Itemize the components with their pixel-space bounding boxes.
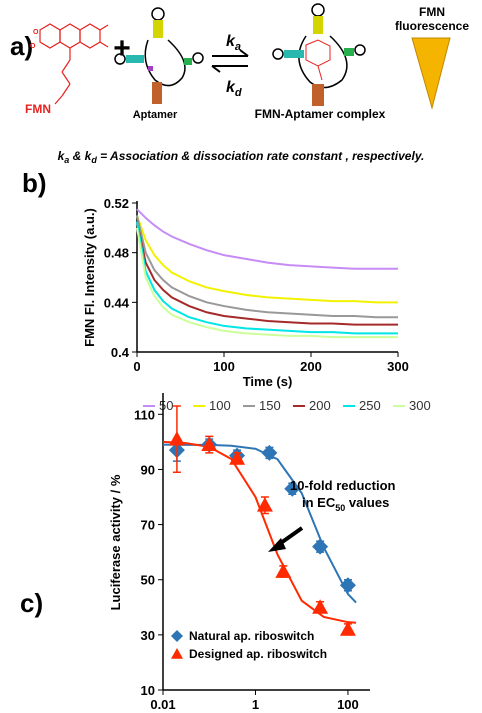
- arrow-head: [268, 538, 286, 552]
- legend-label: 150: [259, 398, 281, 413]
- legend-label: Designed ap. riboswitch: [189, 647, 327, 661]
- data-point: [168, 431, 185, 446]
- fit-curve: [162, 440, 357, 624]
- legend-label: 200: [309, 398, 331, 413]
- y-tick-label: 0.4: [111, 345, 130, 360]
- caption-part: a: [64, 155, 69, 165]
- panel-label: a): [10, 31, 33, 61]
- atom-label: O: [30, 43, 36, 50]
- y-axis-label: Luciferase activity / %: [108, 474, 123, 610]
- panel-label: b): [22, 168, 47, 198]
- legend-label: 100: [209, 398, 231, 413]
- x-tick-label: 100: [213, 359, 235, 374]
- atom-label: O: [33, 29, 39, 36]
- data-point: [284, 480, 301, 497]
- annotation-part: values: [345, 495, 389, 510]
- caption: ka & kd = Association & dissociation rat…: [58, 149, 425, 165]
- data-point: [261, 444, 278, 461]
- y-tick-label: 50: [141, 573, 155, 588]
- rate-constant: ka: [226, 33, 241, 53]
- caption-part: k: [58, 149, 66, 163]
- rate-subscript: d: [235, 87, 242, 99]
- fluorescence-label: FMN: [419, 5, 445, 19]
- rate-symbol: k: [226, 33, 236, 50]
- legend-label: 300: [409, 398, 431, 413]
- data-point: [275, 563, 292, 578]
- equilibrium-arrows: [211, 49, 249, 73]
- rate-constant: kd: [226, 79, 242, 99]
- aptamer-label: Aptamer: [133, 109, 178, 121]
- fmn-structure: O O: [30, 23, 109, 105]
- y-tick-label: 30: [141, 628, 155, 643]
- annotation: 10-fold reduction: [290, 478, 396, 493]
- series-line: [136, 215, 398, 319]
- y-tick-label: 10: [141, 683, 155, 698]
- y-tick-label: 70: [141, 518, 155, 533]
- x-tick-label: 300: [387, 359, 409, 374]
- data-point: [312, 538, 329, 555]
- complex-structure: [272, 3, 366, 106]
- series-line: [136, 221, 398, 335]
- rate-subscript: a: [235, 41, 241, 53]
- series-line: [136, 215, 398, 304]
- x-tick-label: 100: [337, 697, 359, 712]
- x-axis-label: Time (s): [243, 374, 293, 389]
- legend-label: Natural ap. riboswitch: [189, 629, 314, 643]
- y-tick-label: 110: [134, 407, 155, 422]
- legend-marker: [171, 630, 183, 642]
- series-line: [136, 208, 398, 270]
- fluorescence-label: fluorescence: [395, 19, 469, 33]
- y-tick-label: 90: [141, 462, 155, 477]
- legend-label: 50: [159, 398, 173, 413]
- legend-label: 250: [359, 398, 381, 413]
- fluorescence-triangle: [411, 37, 451, 110]
- rate-symbol: k: [226, 79, 236, 96]
- x-tick-label: 200: [300, 359, 322, 374]
- annotation-part: in EC: [302, 495, 336, 510]
- caption-part: d: [91, 155, 97, 165]
- data-point: [339, 577, 356, 594]
- y-axis-label: FMN Fl. Intensity (a.u.): [82, 208, 97, 347]
- data-point: [229, 450, 246, 465]
- caption-part: k: [85, 149, 93, 163]
- fit-curve: [162, 443, 357, 604]
- x-tick-label: 1: [252, 697, 259, 712]
- series-line: [136, 227, 398, 339]
- series-line: [136, 221, 398, 326]
- data-point: [339, 621, 356, 636]
- molecule-label: FMN: [25, 102, 51, 116]
- x-tick-label: 0: [133, 359, 140, 374]
- y-tick-label: 0.52: [104, 196, 129, 211]
- data-point: [201, 436, 218, 452]
- panel-label: c): [20, 588, 43, 618]
- x-tick-label: 0.01: [150, 697, 175, 712]
- y-tick-label: 0.44: [104, 295, 130, 310]
- caption-part: &: [69, 149, 84, 163]
- aptamer-structure: [114, 7, 204, 104]
- annotation: in EC50 values: [302, 495, 389, 513]
- caption-part: = Association & dissociation rate consta…: [97, 149, 425, 163]
- y-tick-label: 0.48: [104, 246, 129, 261]
- annotation-part: 50: [335, 503, 345, 513]
- data-point: [312, 599, 329, 614]
- complex-label: FMN-Aptamer complex: [255, 107, 386, 121]
- data-point: [256, 497, 273, 512]
- legend-marker: [171, 648, 183, 659]
